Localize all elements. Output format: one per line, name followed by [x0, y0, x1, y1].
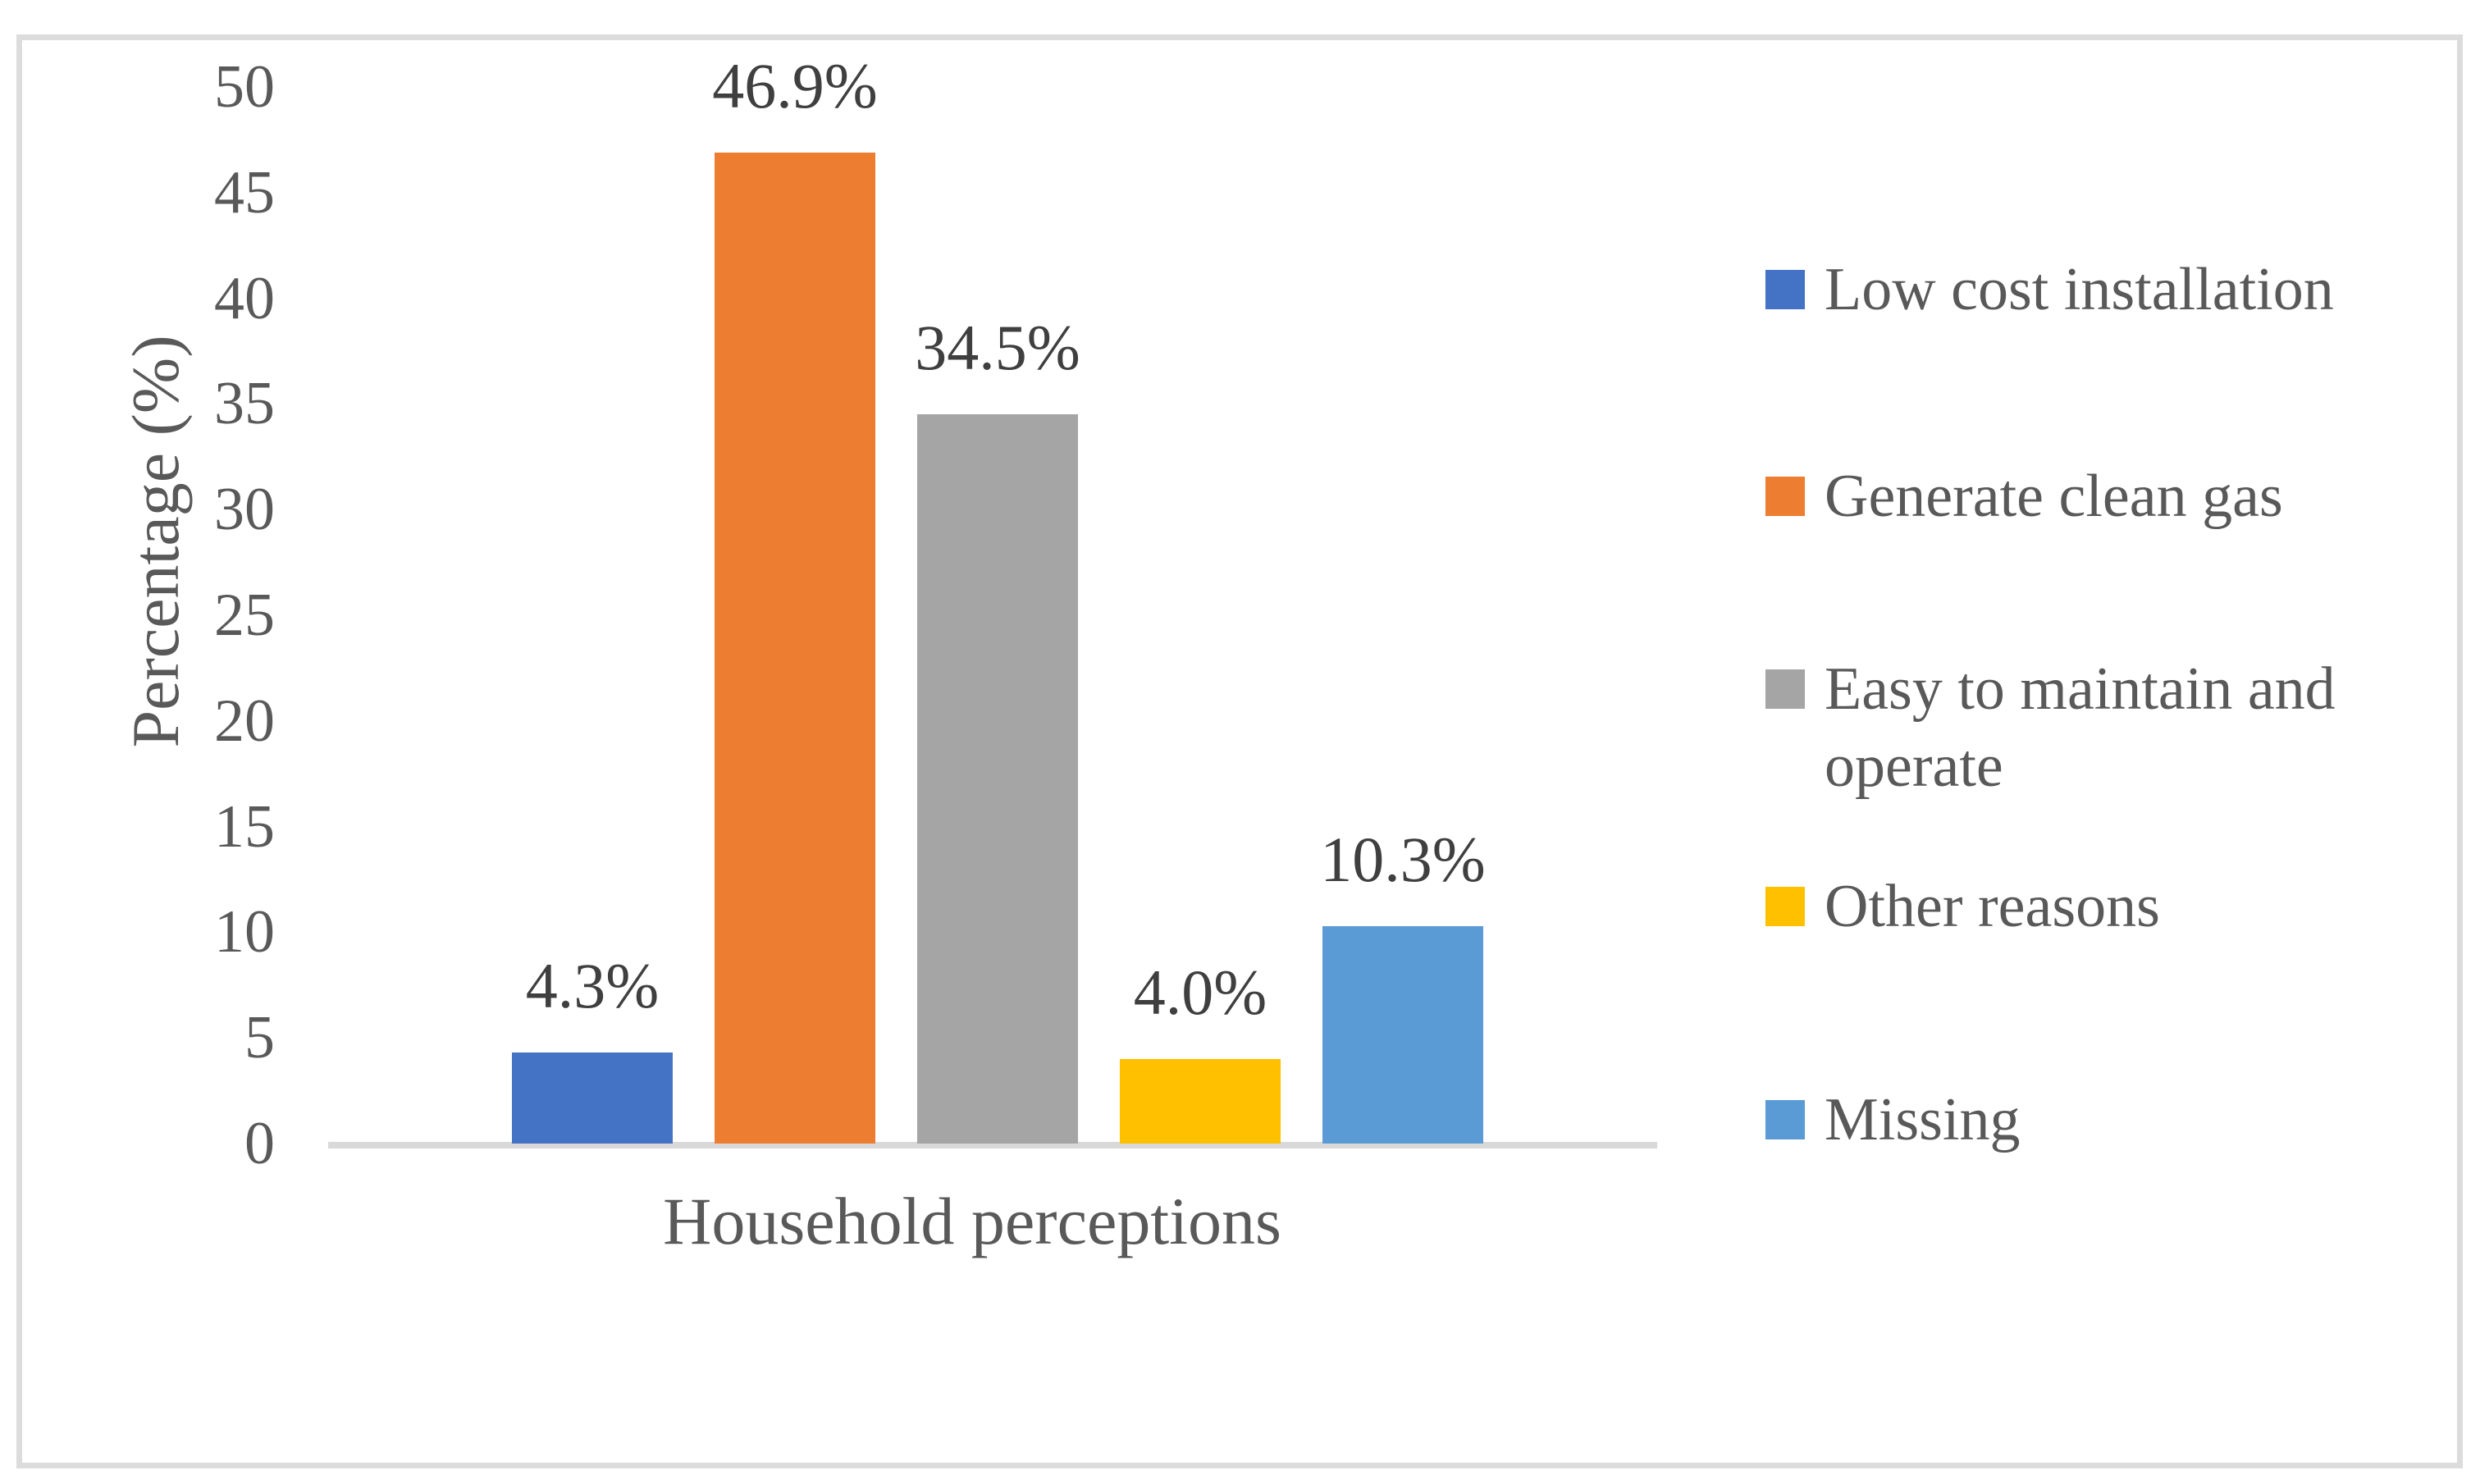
y-tick-label-25: 25	[214, 582, 275, 649]
legend-label: Easy to maintain and operate	[1825, 655, 2336, 800]
bar-other-reasons	[1120, 1058, 1281, 1144]
x-axis-line	[328, 1142, 1657, 1148]
data-label-easy-to-maintain-and-operate: 34.5%	[915, 312, 1080, 384]
y-tick-label-20: 20	[214, 687, 275, 755]
y-tick-label-10: 10	[214, 898, 275, 966]
legend-label: Missing	[1825, 1086, 2021, 1153]
legend-swatch-icon	[1765, 669, 1805, 709]
legend-swatch-icon	[1765, 477, 1805, 516]
chart-border-frame	[16, 34, 2463, 1468]
legend-item-missing: Missing	[1765, 1081, 2021, 1158]
y-tick-label-15: 15	[214, 792, 275, 861]
bar-easy-to-maintain-and-operate	[917, 414, 1078, 1144]
data-label-other-reasons: 4.0%	[1133, 956, 1267, 1028]
data-label-low-cost-installation: 4.3%	[525, 950, 660, 1022]
y-tick-label-30: 30	[214, 476, 275, 544]
legend-swatch-icon	[1765, 270, 1805, 309]
chart-legend: Low cost installation Generate clean gas E…	[1765, 0, 2463, 1484]
bar-low-cost-installation	[512, 1052, 673, 1144]
legend-label: Other reasons	[1825, 873, 2160, 940]
legend-item-generate-clean-gas: Generate clean gas	[1765, 458, 2283, 535]
y-tick-label-50: 50	[214, 53, 275, 121]
data-label-missing: 10.3%	[1320, 823, 1486, 895]
legend-item-other-reasons: Other reasons	[1765, 868, 2160, 945]
y-tick-label-35: 35	[214, 370, 275, 438]
bar-missing	[1322, 925, 1483, 1144]
bar-generate-clean-gas	[715, 152, 875, 1144]
legend-label: Low cost installation	[1825, 256, 2334, 323]
legend-item-low-cost-installation: Low cost installation	[1765, 251, 2334, 328]
legend-item-easy-to-maintain-and-operate: Easy to maintain and operate	[1765, 651, 2366, 805]
x-axis-title: Household perceptions	[663, 1184, 1281, 1258]
y-tick-label-0: 0	[244, 1110, 275, 1177]
legend-label: Generate clean gas	[1825, 463, 2283, 530]
y-tick-label-45: 45	[214, 158, 275, 226]
y-tick-label-40: 40	[214, 264, 275, 332]
data-label-generate-clean-gas: 46.9%	[712, 49, 878, 121]
legend-swatch-icon	[1765, 887, 1805, 926]
y-tick-label-5: 5	[244, 1004, 275, 1072]
legend-swatch-icon	[1765, 1100, 1805, 1139]
